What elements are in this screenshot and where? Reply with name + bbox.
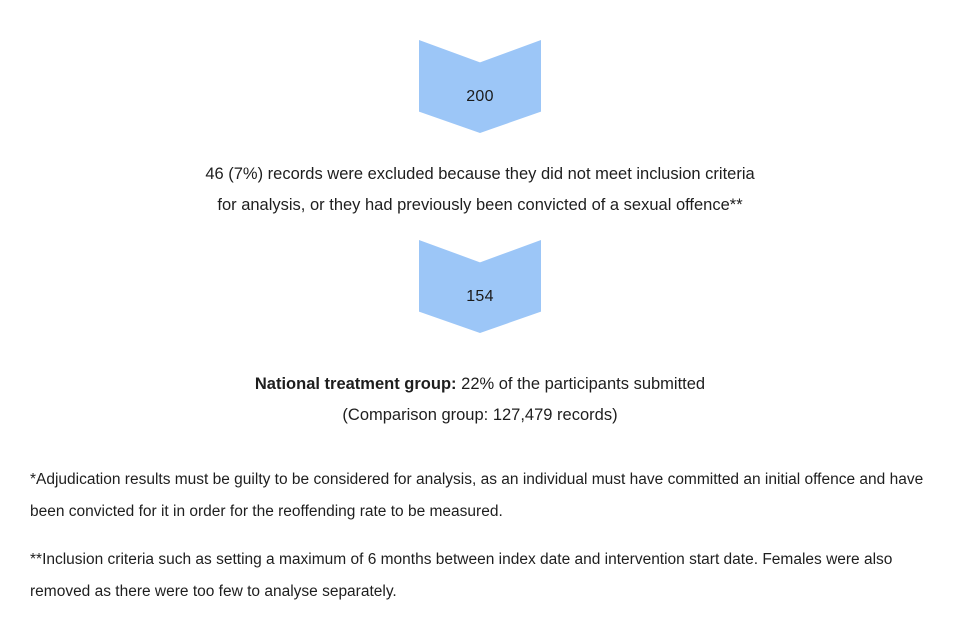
- footnote-inclusion: **Inclusion criteria such as setting a m…: [30, 551, 893, 600]
- flow-chevron-154: 154: [419, 240, 541, 333]
- exclusion-note-line2: for analysis, or they had previously bee…: [217, 196, 743, 214]
- footnotes-section: *Adjudication results must be guilty to …: [0, 464, 960, 608]
- exclusion-note: 46 (7%) records were excluded because th…: [0, 159, 960, 221]
- flow-chevron-200: 200: [419, 40, 541, 133]
- result-note-line1: National treatment group: 22% of the par…: [0, 369, 960, 400]
- result-group-text: 22% of the participants submitted: [461, 375, 706, 393]
- participant-flow-diagram: 200 46 (7%) records were excluded becaus…: [0, 40, 960, 431]
- footnote-adjudication: *Adjudication results must be guilty to …: [30, 471, 924, 520]
- flow-count-154: 154: [466, 287, 494, 305]
- result-group-label: National treatment group:: [254, 375, 457, 393]
- result-note: National treatment group: 22% of the par…: [0, 369, 960, 431]
- result-comparison-line: (Comparison group: 127,479 records): [342, 406, 618, 424]
- exclusion-note-line1: 46 (7%) records were excluded because th…: [205, 165, 755, 183]
- flow-count-200: 200: [466, 87, 494, 105]
